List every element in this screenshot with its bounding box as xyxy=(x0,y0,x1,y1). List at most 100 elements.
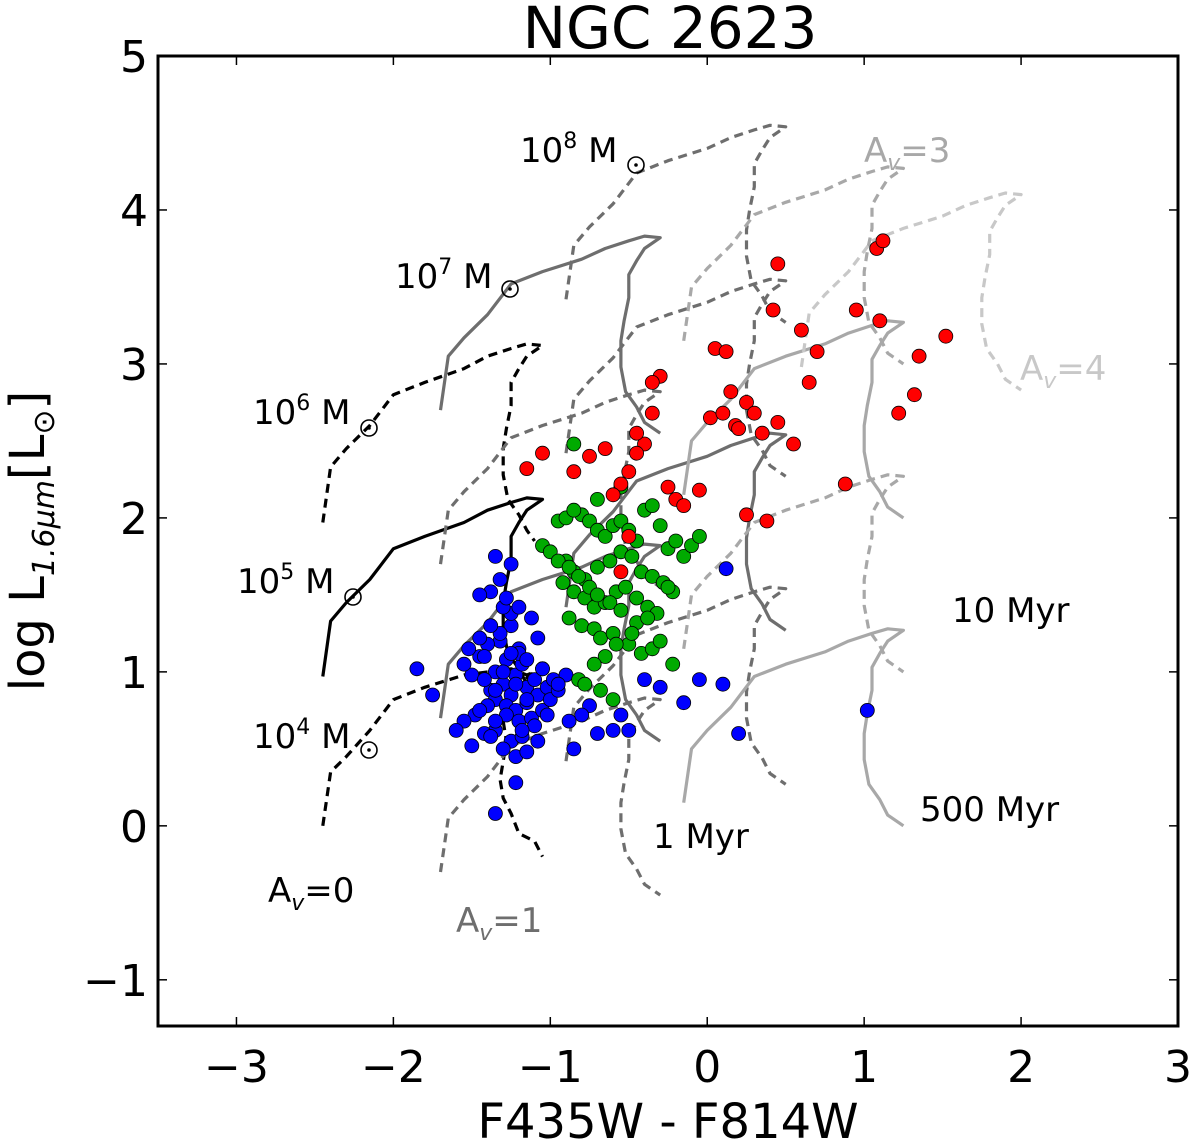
av0-label: Av=0 xyxy=(268,871,354,916)
red-point xyxy=(872,313,888,329)
red-point xyxy=(703,410,718,426)
red-point xyxy=(739,507,754,523)
blue-point xyxy=(495,664,511,680)
red-point xyxy=(718,344,734,360)
blue-point xyxy=(472,703,488,718)
green-point xyxy=(590,587,605,603)
green-point xyxy=(624,549,640,564)
mass-label-1e4: 104 M xyxy=(253,715,350,757)
red-point xyxy=(754,425,770,441)
green-point xyxy=(590,559,605,575)
blue-point xyxy=(476,672,492,687)
blue-point xyxy=(492,572,508,587)
blue-point xyxy=(524,610,539,626)
red-point xyxy=(566,464,582,480)
sun-symbol-1e7 xyxy=(501,280,519,298)
blue-point xyxy=(539,707,555,723)
green-point xyxy=(605,692,621,707)
red-point xyxy=(848,302,864,318)
blue-point xyxy=(483,618,499,634)
red-point xyxy=(621,464,637,480)
red-point xyxy=(739,394,754,410)
sun-symbol-1e5 xyxy=(344,588,362,606)
red-point xyxy=(746,405,762,421)
track-line-av3-m4 xyxy=(682,627,905,828)
track-line-av2-m5 xyxy=(564,431,788,632)
av4-label: Av=4 xyxy=(1020,349,1106,394)
red-point xyxy=(731,421,746,437)
green-point xyxy=(597,529,613,544)
track-line-av4-m7 xyxy=(799,191,1023,392)
green-point xyxy=(668,533,684,549)
x-tick-label: −1 xyxy=(518,1042,583,1093)
y-axis-label: log L1.6μm[L⊙] xyxy=(0,391,62,692)
red-point xyxy=(837,476,853,492)
track-line-av3-m7 xyxy=(682,165,905,366)
x-tick-label: 1 xyxy=(850,1042,878,1093)
age-label-500myr: 500 Myr xyxy=(920,790,1059,830)
green-point xyxy=(593,682,608,698)
track-line-av1-m4 xyxy=(438,696,662,897)
x-tick-label: 3 xyxy=(1164,1042,1192,1093)
red-point xyxy=(644,405,660,421)
green-point xyxy=(590,491,605,507)
annotations: 108 M 107 M 106 M 105 M 104 M Av=0 Av=1 … xyxy=(237,129,1106,946)
blue-point xyxy=(574,707,590,723)
x-tick-label: 2 xyxy=(1007,1042,1035,1093)
red-point xyxy=(770,414,786,430)
av1-label: Av=1 xyxy=(456,901,542,946)
blue-point xyxy=(731,726,746,741)
green-point xyxy=(577,676,593,692)
red-point xyxy=(770,256,786,272)
green-point xyxy=(561,559,577,575)
blue-point xyxy=(498,590,514,606)
blue-point xyxy=(676,695,692,711)
green-point xyxy=(660,579,676,595)
red-point xyxy=(676,498,692,514)
green-point xyxy=(586,656,602,672)
blue-point xyxy=(535,661,550,677)
track-line-av3-m6 xyxy=(682,319,905,520)
track-line-av2-m4 xyxy=(564,585,788,786)
red-point xyxy=(644,374,660,390)
green-point xyxy=(629,590,644,606)
green-point xyxy=(640,610,655,626)
green-point xyxy=(561,610,577,626)
green-point xyxy=(613,602,629,618)
blue-point xyxy=(621,723,637,738)
y-tick-label: 2 xyxy=(120,494,148,545)
blue-point xyxy=(519,692,535,707)
mass-label-1e7: 107 M xyxy=(395,255,492,297)
track-line-av1-m8 xyxy=(564,123,788,324)
sun-symbol-1e4 xyxy=(360,741,378,759)
green-point xyxy=(602,595,618,610)
y-tick-label: 1 xyxy=(120,648,148,699)
mass-label-1e8: 108 M xyxy=(520,129,617,171)
green-point xyxy=(566,502,582,518)
blue-point xyxy=(472,630,488,646)
blue-point xyxy=(511,599,527,615)
av3-label: Av=3 xyxy=(864,131,950,176)
red-point xyxy=(692,482,707,498)
green-point xyxy=(602,553,618,569)
red-point xyxy=(801,374,817,390)
blue-point xyxy=(464,738,480,754)
axis-ticks: −3 −2 −1 0 1 2 3 −1 0 1 2 3 4 5 xyxy=(83,32,1192,1093)
blue-point xyxy=(487,549,503,564)
red-point xyxy=(907,387,922,403)
green-point xyxy=(555,575,571,590)
blue-point xyxy=(637,672,652,687)
green-point xyxy=(597,649,613,664)
blue-point xyxy=(503,556,519,572)
blue-point xyxy=(527,672,542,687)
blue-point xyxy=(530,630,546,646)
blue-point xyxy=(605,723,621,738)
sun-symbol-1e6 xyxy=(360,419,378,437)
track-line-av2-m6 xyxy=(564,277,788,478)
blue-point xyxy=(508,676,524,692)
green-point xyxy=(676,549,692,564)
red-point xyxy=(765,302,781,318)
blue-point xyxy=(550,676,566,692)
green-point xyxy=(608,636,624,652)
red-point xyxy=(875,233,891,249)
